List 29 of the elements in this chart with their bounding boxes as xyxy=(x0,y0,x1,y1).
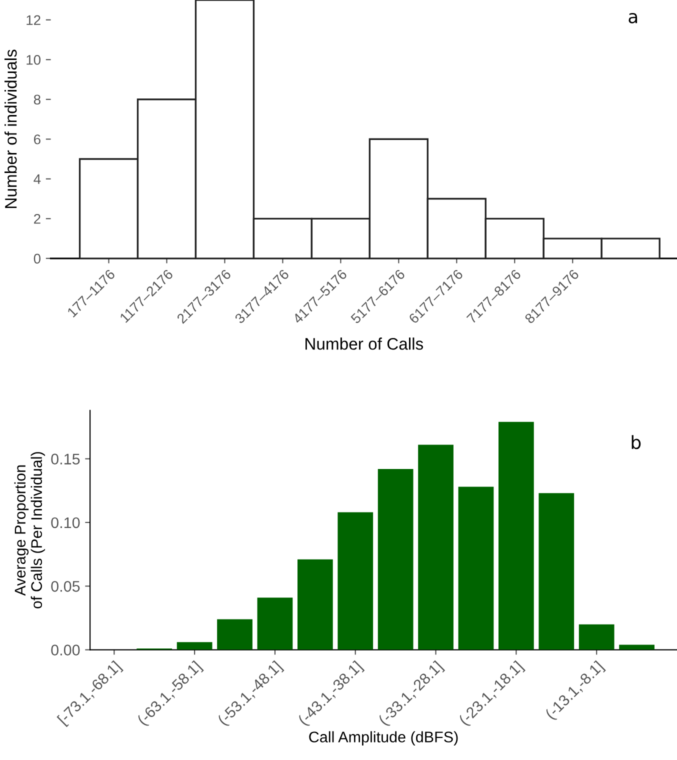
y-tick-label: 6 xyxy=(34,134,40,144)
annotation: b xyxy=(632,435,641,450)
bar xyxy=(378,468,414,650)
y-tick-label: 0.15 xyxy=(51,454,80,464)
y-axis-title: Number of individuals xyxy=(4,50,17,208)
y-tick-label: 12 xyxy=(26,15,40,25)
y-tick-label: 10 xyxy=(26,54,41,65)
bar xyxy=(297,559,333,650)
y-tick-label: 4 xyxy=(34,174,41,184)
bar xyxy=(458,486,494,650)
bar xyxy=(538,493,574,650)
bar xyxy=(257,598,293,650)
bar xyxy=(578,624,614,650)
x-axis-title: Call Amplitude (dBFS) xyxy=(309,731,458,746)
y-tick-label: 0.05 xyxy=(51,580,80,592)
bar xyxy=(217,619,252,650)
bar xyxy=(619,644,654,650)
y-tick-label: 0.00 xyxy=(51,644,80,656)
annotation: a xyxy=(628,12,638,24)
bar xyxy=(338,512,374,650)
y-tick-label: 0 xyxy=(34,254,41,264)
y-tick-label: 0.10 xyxy=(51,517,80,528)
bar xyxy=(418,444,454,650)
bar xyxy=(498,422,534,650)
y-tick-label: 8 xyxy=(34,94,40,105)
y-tick-label: 2 xyxy=(34,214,40,224)
x-axis-title: Number of Calls xyxy=(306,338,424,350)
bar xyxy=(176,642,212,650)
y-axis-title: Average Proportion of Calls (Per Individual) xyxy=(14,452,46,608)
